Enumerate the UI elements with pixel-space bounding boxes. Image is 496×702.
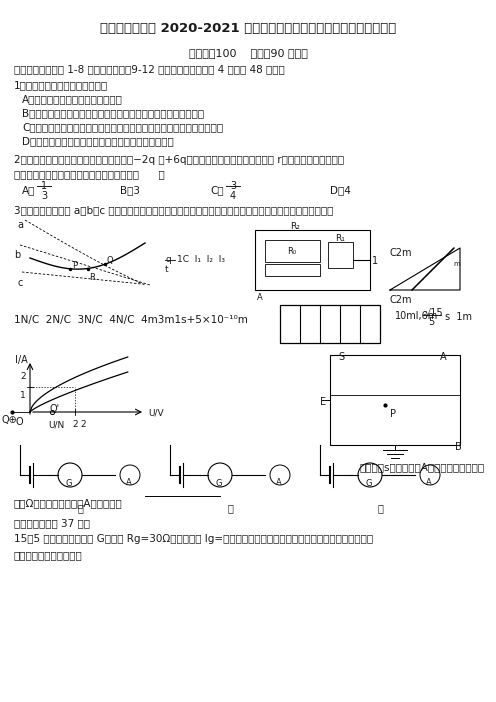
Text: B．摩擦起电时物体带负电荷是因为在摩擦过程中此物体得到电子: B．摩擦起电时物体带负电荷是因为在摩擦过程中此物体得到电子: [22, 108, 204, 118]
Text: 4: 4: [230, 191, 236, 201]
Text: C．感应起电是电荷从物体的一部分转移到另一部分时，失去了部分电子: C．感应起电是电荷从物体的一部分转移到另一部分时，失去了部分电子: [22, 122, 223, 132]
Text: ），秒（s）、安培（A）表示电阻的单位欧: ），秒（s）、安培（A）表示电阻的单位欧: [360, 462, 485, 472]
Text: 15（5 分）有一个电流表 G，内阻 Rg=30Ω，满偏电流 Ig=的电压表，要申联多大的电阻改装后电压表的内阻是多: 15（5 分）有一个电流表 G，内阻 Rg=30Ω，满偏电流 Ig=的电压表，要…: [14, 534, 373, 544]
Text: U/V: U/V: [148, 409, 164, 418]
Text: 一、选择题（其中 1-8 小题为单选题，9-12 小题为多选题。每题 4 分，共 48 分。）: 一、选择题（其中 1-8 小题为单选题，9-12 小题为多选题。每题 4 分，共…: [14, 64, 285, 74]
Text: A: A: [257, 293, 263, 302]
Text: s  1m: s 1m: [445, 312, 472, 322]
Text: q: q: [165, 255, 171, 264]
Text: A．: A．: [22, 185, 35, 195]
Text: 1: 1: [20, 391, 26, 400]
Text: A: A: [126, 478, 132, 487]
Bar: [265, 240, 320, 262]
Text: G: G: [366, 479, 372, 488]
Text: 大请画出改装表的电路图: 大请画出改装表的电路图: [14, 550, 83, 560]
Text: R₀: R₀: [287, 247, 297, 256]
Text: a: a: [17, 220, 23, 230]
Text: 2．两个相同的金属小球，带电荷量分别为−2q 和+6q，小球半径远小于两球心的距离 r，将它们接触后放回原: 2．两个相同的金属小球，带电荷量分别为−2q 和+6q，小球半径远小于两球心的距…: [14, 155, 344, 165]
Text: 1C  I₁  I₂  I₃: 1C I₁ I₂ I₃: [177, 255, 225, 264]
Text: D．4: D．4: [330, 185, 351, 195]
Text: 姆（Ω），则其中安培（A）的指数是: 姆（Ω），则其中安培（A）的指数是: [14, 498, 123, 508]
Text: （满分：100    时间：90 分钟）: （满分：100 时间：90 分钟）: [188, 48, 308, 58]
Text: C2m: C2m: [390, 248, 413, 258]
Text: R₂: R₂: [290, 222, 300, 231]
Text: B．3: B．3: [120, 185, 140, 195]
Text: 5: 5: [428, 317, 434, 327]
Text: 2: 2: [80, 420, 86, 429]
Text: t: t: [165, 265, 169, 274]
Text: b: b: [14, 250, 20, 260]
Text: 乙: 乙: [227, 503, 233, 513]
Text: 1: 1: [372, 256, 378, 266]
Text: c: c: [17, 278, 22, 288]
Text: B: B: [455, 442, 462, 452]
Text: 处，则此时的静电力大小变为原来的多少倍（      ）: 处，则此时的静电力大小变为原来的多少倍（ ）: [14, 169, 165, 179]
Text: R: R: [89, 274, 95, 282]
Text: A: A: [426, 478, 432, 487]
Text: 10ml,6m: 10ml,6m: [395, 311, 438, 321]
Text: S: S: [338, 352, 344, 362]
Bar: [255, 230, 370, 290]
Text: C2m: C2m: [390, 295, 413, 305]
Text: P: P: [390, 409, 396, 419]
Bar: [265, 264, 320, 276]
Text: P: P: [72, 260, 77, 270]
Text: C．: C．: [210, 185, 224, 195]
Text: Q⊕: Q⊕: [2, 415, 18, 425]
Text: 1N/C  2N/C  3N/C  4N/C  4m3m1s+5×10⁻¹⁰m: 1N/C 2N/C 3N/C 4N/C 4m3m1s+5×10⁻¹⁰m: [14, 315, 248, 325]
Text: I/A: I/A: [15, 355, 28, 365]
Text: G: G: [216, 479, 223, 488]
Text: Q': Q': [50, 404, 60, 414]
Text: O: O: [15, 417, 23, 427]
Bar: [330, 355, 460, 445]
Text: U/N: U/N: [48, 420, 64, 429]
Text: 1: 1: [41, 181, 47, 191]
Text: 3．如图所示，虚线 a、b、c 代表电场中的三条电场线，实线为一带负电的粒子仅在电场力作用下通过该区域时: 3．如图所示，虚线 a、b、c 代表电场中的三条电场线，实线为一带负电的粒子仅在…: [14, 205, 333, 215]
Text: √15: √15: [425, 308, 443, 318]
Text: 3: 3: [41, 191, 47, 201]
Text: 甲: 甲: [77, 503, 83, 513]
Text: A．摩擦起电说明电荷是可以创造的: A．摩擦起电说明电荷是可以创造的: [22, 94, 123, 104]
Text: A: A: [440, 352, 446, 362]
Text: 2: 2: [72, 420, 78, 429]
Bar: [280, 305, 380, 343]
Text: Q: Q: [107, 256, 114, 265]
Text: m: m: [453, 261, 460, 267]
Text: 甘肃省天水一中 2020-2021 学年上学期高二年级第一学段考试物理试卷: 甘肃省天水一中 2020-2021 学年上学期高二年级第一学段考试物理试卷: [100, 22, 396, 35]
Text: G: G: [66, 479, 72, 488]
Bar: [328, 242, 353, 268]
Text: A: A: [276, 478, 282, 487]
Text: 丙: 丙: [377, 503, 383, 513]
Text: 2: 2: [20, 372, 26, 381]
Text: 1．下列有关起电的说法正确的是: 1．下列有关起电的说法正确的是: [14, 80, 108, 90]
Text: 3: 3: [230, 181, 236, 191]
Text: R₁: R₁: [335, 234, 345, 243]
Text: 三、解答题（共 37 分）: 三、解答题（共 37 分）: [14, 518, 90, 528]
Text: E: E: [320, 397, 326, 407]
Text: D．等量的正、负电荷可以中和，说明电荷可以被消灭: D．等量的正、负电荷可以中和，说明电荷可以被消灭: [22, 136, 174, 146]
